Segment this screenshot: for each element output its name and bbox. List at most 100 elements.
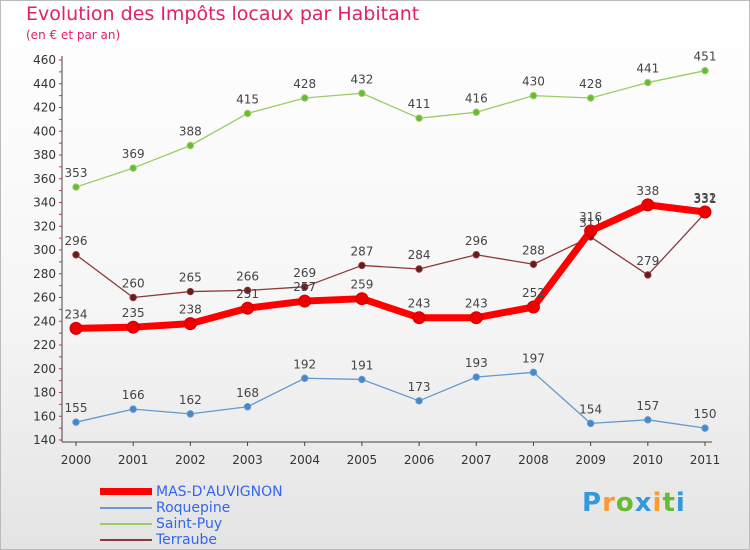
y-tick-label: 220: [33, 338, 56, 352]
brand-letter: P: [582, 488, 603, 518]
point-terraube: [243, 286, 252, 295]
data-label-terraube: 287: [350, 244, 373, 258]
point-saint-puy: [701, 66, 709, 75]
point-roquepine: [644, 416, 652, 424]
y-tick-label: 240: [33, 314, 56, 328]
data-label-saint-puy: 428: [579, 77, 602, 91]
point-roquepine: [701, 424, 709, 432]
data-label-roquepine: 193: [465, 356, 488, 370]
point-saint-puy: [358, 89, 366, 97]
brand-letter: t: [662, 488, 676, 518]
point-mas-d-auvignon: [298, 294, 312, 308]
data-label-mas-d-auvignon: 234: [65, 307, 88, 321]
data-label-terraube: 288: [522, 243, 545, 257]
brand-letter: x: [634, 488, 653, 518]
point-saint-puy: [186, 141, 195, 150]
point-mas-d-auvignon: [126, 320, 140, 334]
series-line-saint-puy: [75, 70, 706, 188]
point-roquepine: [529, 368, 538, 377]
data-label-mas-d-auvignon: 316: [579, 210, 602, 224]
data-label-terraube: 279: [636, 254, 659, 268]
data-label-mas-d-auvignon: 238: [179, 303, 202, 317]
y-tick-label: 160: [33, 409, 56, 423]
x-tick-label: 2009: [575, 453, 606, 467]
data-label-mas-d-auvignon: 338: [636, 184, 659, 198]
series-line-mas-d-auvignon: [72, 201, 709, 332]
point-roquepine: [415, 397, 423, 405]
data-label-roquepine: 157: [636, 399, 659, 413]
point-roquepine: [243, 403, 252, 411]
chart-subtitle: (en € et par an): [26, 28, 121, 42]
point-roquepine: [301, 374, 309, 382]
point-mas-d-auvignon: [698, 205, 712, 219]
y-tick-label: 400: [33, 124, 56, 138]
y-tick-label: 460: [33, 53, 56, 67]
data-label-mas-d-auvignon: 251: [236, 287, 259, 301]
point-terraube: [358, 261, 366, 270]
data-label-saint-puy: 411: [408, 97, 431, 111]
point-terraube: [72, 251, 80, 259]
legend-label-terraube: Terraube: [156, 532, 218, 548]
point-saint-puy: [72, 183, 80, 191]
data-label-mas-d-auvignon: 252: [522, 286, 545, 300]
x-tick-label: 2003: [232, 453, 263, 467]
point-mas-d-auvignon: [183, 317, 197, 331]
point-mas-d-auvignon: [69, 321, 83, 335]
legend-label-saint-puy: Saint-Puy: [156, 516, 223, 532]
data-label-saint-puy: 415: [236, 92, 259, 106]
point-roquepine: [472, 373, 480, 381]
data-label-terraube: 265: [179, 271, 202, 285]
legend-swatch-roquepine: [100, 507, 152, 509]
point-saint-puy: [586, 94, 595, 102]
data-label-roquepine: 166: [122, 388, 145, 402]
point-mas-d-auvignon: [412, 311, 426, 325]
data-label-saint-puy: 441: [636, 62, 659, 76]
data-label-roquepine: 154: [579, 402, 602, 416]
point-saint-puy: [243, 109, 252, 118]
data-label-saint-puy: 416: [465, 91, 488, 105]
y-tick-label: 380: [33, 148, 56, 162]
chart-title: Evolution des Impôts locaux par Habitant: [26, 3, 420, 25]
point-saint-puy: [301, 94, 309, 102]
data-label-roquepine: 197: [522, 351, 545, 365]
point-terraube: [186, 287, 195, 296]
point-roquepine: [358, 375, 366, 384]
data-label-saint-puy: 353: [65, 166, 88, 180]
x-tick-label: 2011: [690, 453, 721, 467]
data-label-saint-puy: 388: [179, 125, 202, 139]
data-label-mas-d-auvignon: 332: [694, 191, 717, 205]
y-tick-label: 200: [33, 362, 56, 376]
x-tick-label: 2004: [289, 453, 320, 467]
point-roquepine: [129, 405, 137, 413]
data-label-mas-d-auvignon: 235: [122, 306, 145, 320]
point-mas-d-auvignon: [526, 300, 540, 314]
data-label-terraube: 260: [122, 277, 145, 291]
x-tick-label: 2005: [347, 453, 378, 467]
data-label-terraube: 266: [236, 269, 259, 283]
data-label-saint-puy: 428: [293, 77, 316, 91]
data-label-roquepine: 150: [694, 407, 717, 421]
x-tick-label: 2001: [118, 453, 149, 467]
brand-letter: r: [602, 488, 616, 518]
point-roquepine: [186, 410, 195, 418]
point-saint-puy: [472, 108, 480, 116]
series-line-roquepine: [75, 371, 706, 429]
brand-letter: i: [652, 488, 663, 518]
point-roquepine: [586, 419, 595, 428]
series-line-terraube: [75, 212, 706, 299]
legend-label-roquepine: Roquepine: [156, 500, 231, 516]
y-tick-label: 440: [33, 77, 56, 91]
point-roquepine: [72, 418, 80, 426]
x-tick-label: 2007: [461, 453, 492, 467]
data-label-terraube: 296: [465, 234, 488, 248]
legend-swatch-terraube: [100, 539, 152, 541]
point-mas-d-auvignon: [355, 292, 369, 306]
x-tick-label: 2002: [175, 453, 206, 467]
point-terraube: [472, 251, 480, 259]
y-tick-label: 420: [33, 101, 56, 115]
brand-letter: o: [615, 488, 635, 518]
data-label-terraube: 269: [293, 266, 316, 280]
x-tick-label: 2006: [404, 453, 435, 467]
data-label-mas-d-auvignon: 243: [408, 297, 431, 311]
